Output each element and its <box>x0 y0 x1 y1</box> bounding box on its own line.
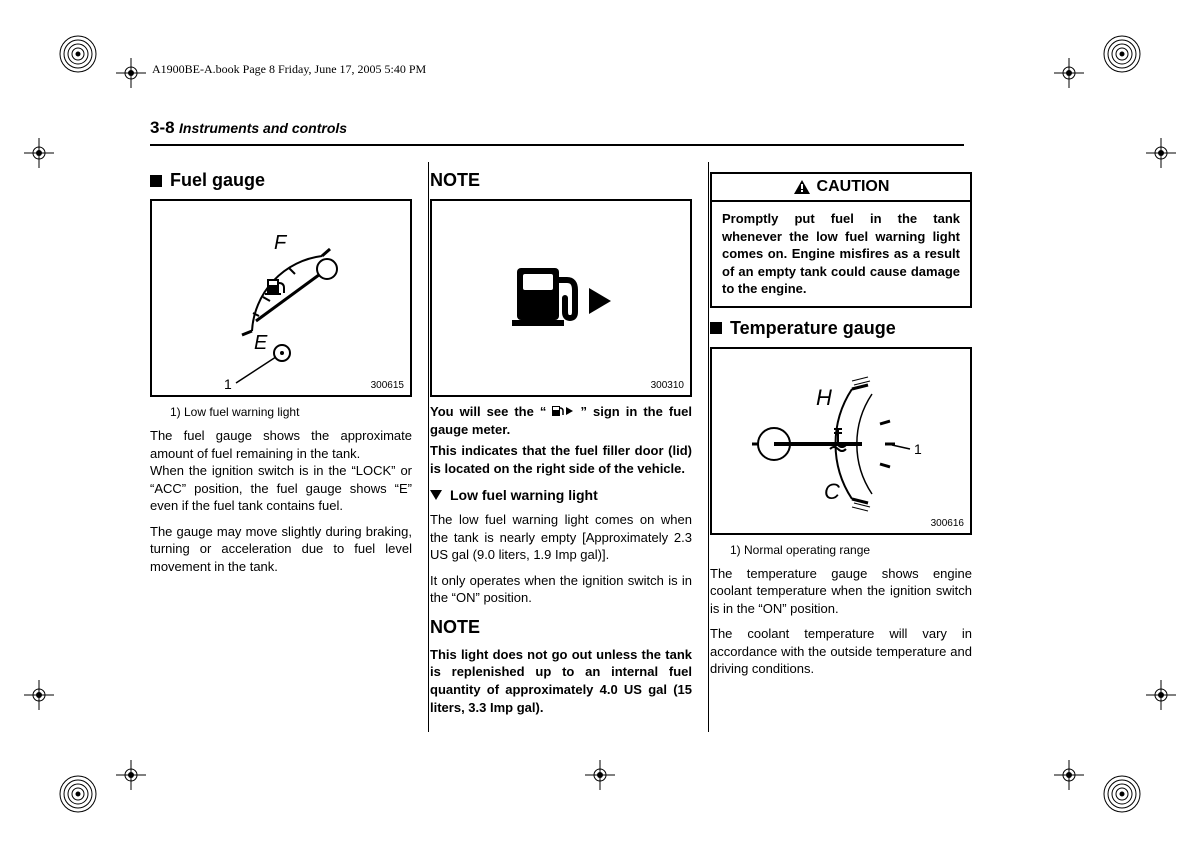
figure-fuel-door: 300310 <box>430 199 692 397</box>
reg-mark-icon <box>1054 58 1084 88</box>
figure-id: 300615 <box>371 380 404 391</box>
figure-id: 300310 <box>651 380 684 391</box>
figure-fuel-gauge: 1 F E 300615 <box>150 199 412 397</box>
fuel-door-icon <box>432 201 690 395</box>
heading-text: Temperature gauge <box>730 318 896 339</box>
body-text: The temperature gauge shows engine coola… <box>710 565 972 618</box>
caution-label: CAUTION <box>817 178 890 196</box>
page-number: 3-8 <box>150 118 175 137</box>
page-header: 3-8 Instruments and controls <box>150 118 964 146</box>
body-text: The coolant temperature will vary in acc… <box>710 625 972 678</box>
reg-mark-icon <box>24 138 54 168</box>
square-bullet-icon <box>150 175 162 187</box>
svg-text:E: E <box>254 332 268 354</box>
caution-header: CAUTION <box>712 174 970 202</box>
note-heading: NOTE <box>430 170 692 191</box>
column-fuel-gauge: Fuel gauge <box>150 160 412 740</box>
square-bullet-icon <box>710 322 722 334</box>
reg-mark-icon <box>116 760 146 790</box>
fuel-arrow-icon <box>552 405 574 417</box>
caution-box: CAUTION Promptly put fuel in the tank wh… <box>710 172 972 308</box>
reg-mark-icon <box>24 680 54 710</box>
body-text: The gauge may move slightly during braki… <box>150 523 412 576</box>
figure-caption: 1) Low fuel warning light <box>170 405 412 419</box>
body-text: The low fuel warning light comes on when… <box>430 511 692 564</box>
body-text: It only operates when the ignition switc… <box>430 572 692 607</box>
column-note: NOTE 300310 You will see the “ ” sign in… <box>430 160 692 740</box>
reg-mark-icon <box>585 760 615 790</box>
heading-temperature: Temperature gauge <box>710 318 972 339</box>
temp-gauge-icon: H C 1 <box>712 349 970 533</box>
crop-mark-icon <box>1100 772 1144 816</box>
figure-caption: 1) Normal operating range <box>730 543 972 557</box>
reg-mark-icon <box>1146 680 1176 710</box>
bold-text: This indicates that the fuel filler door… <box>430 442 692 477</box>
fuel-gauge-icon: 1 F E <box>152 201 410 395</box>
warning-icon <box>793 179 811 195</box>
reg-mark-icon <box>1146 138 1176 168</box>
figure-temperature-gauge: H C 1 300616 <box>710 347 972 535</box>
note-heading: NOTE <box>430 617 692 638</box>
sub-heading: Low fuel warning light <box>430 487 692 503</box>
bold-text: This light does not go out unless the ta… <box>430 646 692 716</box>
crop-mark-icon <box>56 772 100 816</box>
svg-text:F: F <box>274 232 288 254</box>
crop-mark-icon <box>1100 32 1144 76</box>
triangle-bullet-icon <box>430 490 442 500</box>
book-header: A1900BE-A.book Page 8 Friday, June 17, 2… <box>152 62 426 77</box>
figure-id: 300616 <box>931 518 964 529</box>
crop-mark-icon <box>56 32 100 76</box>
caution-text: Promptly put fuel in the tank whenever t… <box>712 202 970 306</box>
svg-text:1: 1 <box>224 376 232 392</box>
content-columns: Fuel gauge <box>150 160 970 740</box>
bold-text: You will see the “ ” sign in the fuel ga… <box>430 403 692 438</box>
reg-mark-icon <box>116 58 146 88</box>
svg-text:H: H <box>816 385 832 410</box>
column-temperature: CAUTION Promptly put fuel in the tank wh… <box>710 160 972 740</box>
section-title: Instruments and controls <box>179 120 347 136</box>
heading-text: Fuel gauge <box>170 170 265 191</box>
svg-text:1: 1 <box>914 441 922 457</box>
svg-text:C: C <box>824 479 840 504</box>
body-text: The fuel gauge shows the approximate amo… <box>150 427 412 515</box>
heading-fuel-gauge: Fuel gauge <box>150 170 412 191</box>
reg-mark-icon <box>1054 760 1084 790</box>
